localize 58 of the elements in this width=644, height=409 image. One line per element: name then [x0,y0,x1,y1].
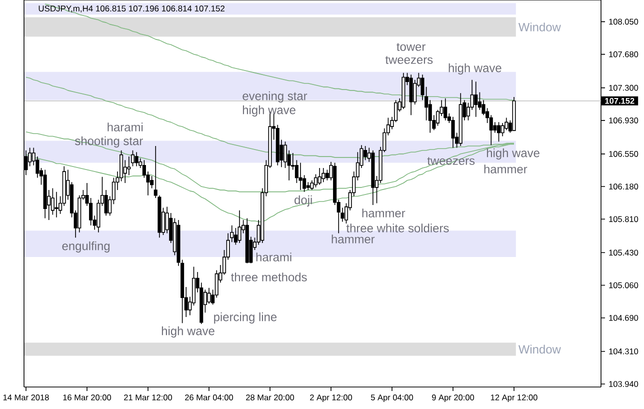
candlestick [238,210,242,244]
candlestick [444,98,448,121]
y-tick-label: 105.810 [609,216,638,222]
candlestick [409,74,413,116]
x-tick-label: 14 Mar 2018 [3,394,49,400]
candlestick [43,169,47,219]
annotation: tweezers [385,56,433,64]
y-tick-label: 103.940 [609,381,638,387]
candlestick [451,116,455,148]
y-tick-label: 108.050 [609,18,638,25]
candlestick [402,72,406,110]
annotation: hammer [332,234,375,244]
candlestick [298,162,302,190]
candlestick [318,168,322,186]
annotation: doji [294,195,312,207]
annotation: harami [108,122,143,132]
annotation: high wave [448,63,502,75]
annotation: hammer [362,208,406,218]
candlestick [474,81,478,118]
ref-line-label: 107.152 [605,98,634,104]
candlestick [134,152,138,167]
y-tick-label: 104.690 [609,314,638,321]
annotation: tower [396,43,426,51]
x-tick-label: 28 Mar 20:00 [246,394,294,400]
annotation: harami [256,252,292,262]
y-tick-label: 105.430 [609,250,638,256]
candlestick [512,96,516,132]
annotation: piercing line [214,312,277,324]
x-tick-label: 12 Apr 12:00 [490,394,538,402]
y-tick-label: 105.060 [609,282,638,288]
x-tick-label: 16 Mar 20:00 [63,394,112,400]
annotation: high wave [162,326,214,338]
candlestick [245,218,249,264]
annotation: hammer [484,164,528,174]
text: USDJPY,m,H4 106.815 107.196 106.814 107.152 [38,6,224,12]
band-label: Window [518,344,561,354]
x-tick-label: 21 Mar 12:00 [124,394,172,400]
annotation: high wave [242,105,296,117]
x-tick-label: 5 Apr 04:00 [370,394,414,402]
x-tick-label: 9 Apr 20:00 [432,394,474,402]
candlestick [458,92,462,146]
annotation: engulfing [62,241,110,253]
y-tick-label: 106.930 [609,117,638,124]
annotation: three methods [231,272,307,282]
annotation: evening star [242,91,308,103]
y-tick-label: 107.680 [609,51,638,58]
band-label: Window [518,22,561,32]
y-tick-label: 104.310 [609,348,638,354]
annotation: high wave [486,148,540,160]
y-tick-label: 106.550 [609,150,638,157]
annotation: three white soldiers [346,224,449,232]
candlestick [54,191,58,218]
x-tick-label: 2 Apr 12:00 [310,394,352,402]
candlestick [322,168,326,183]
y-tick-label: 106.180 [609,184,638,190]
candlestick [371,150,375,206]
y-tick-label: 107.300 [609,84,638,91]
x-tick-label: 26 Mar 04:00 [185,394,234,400]
